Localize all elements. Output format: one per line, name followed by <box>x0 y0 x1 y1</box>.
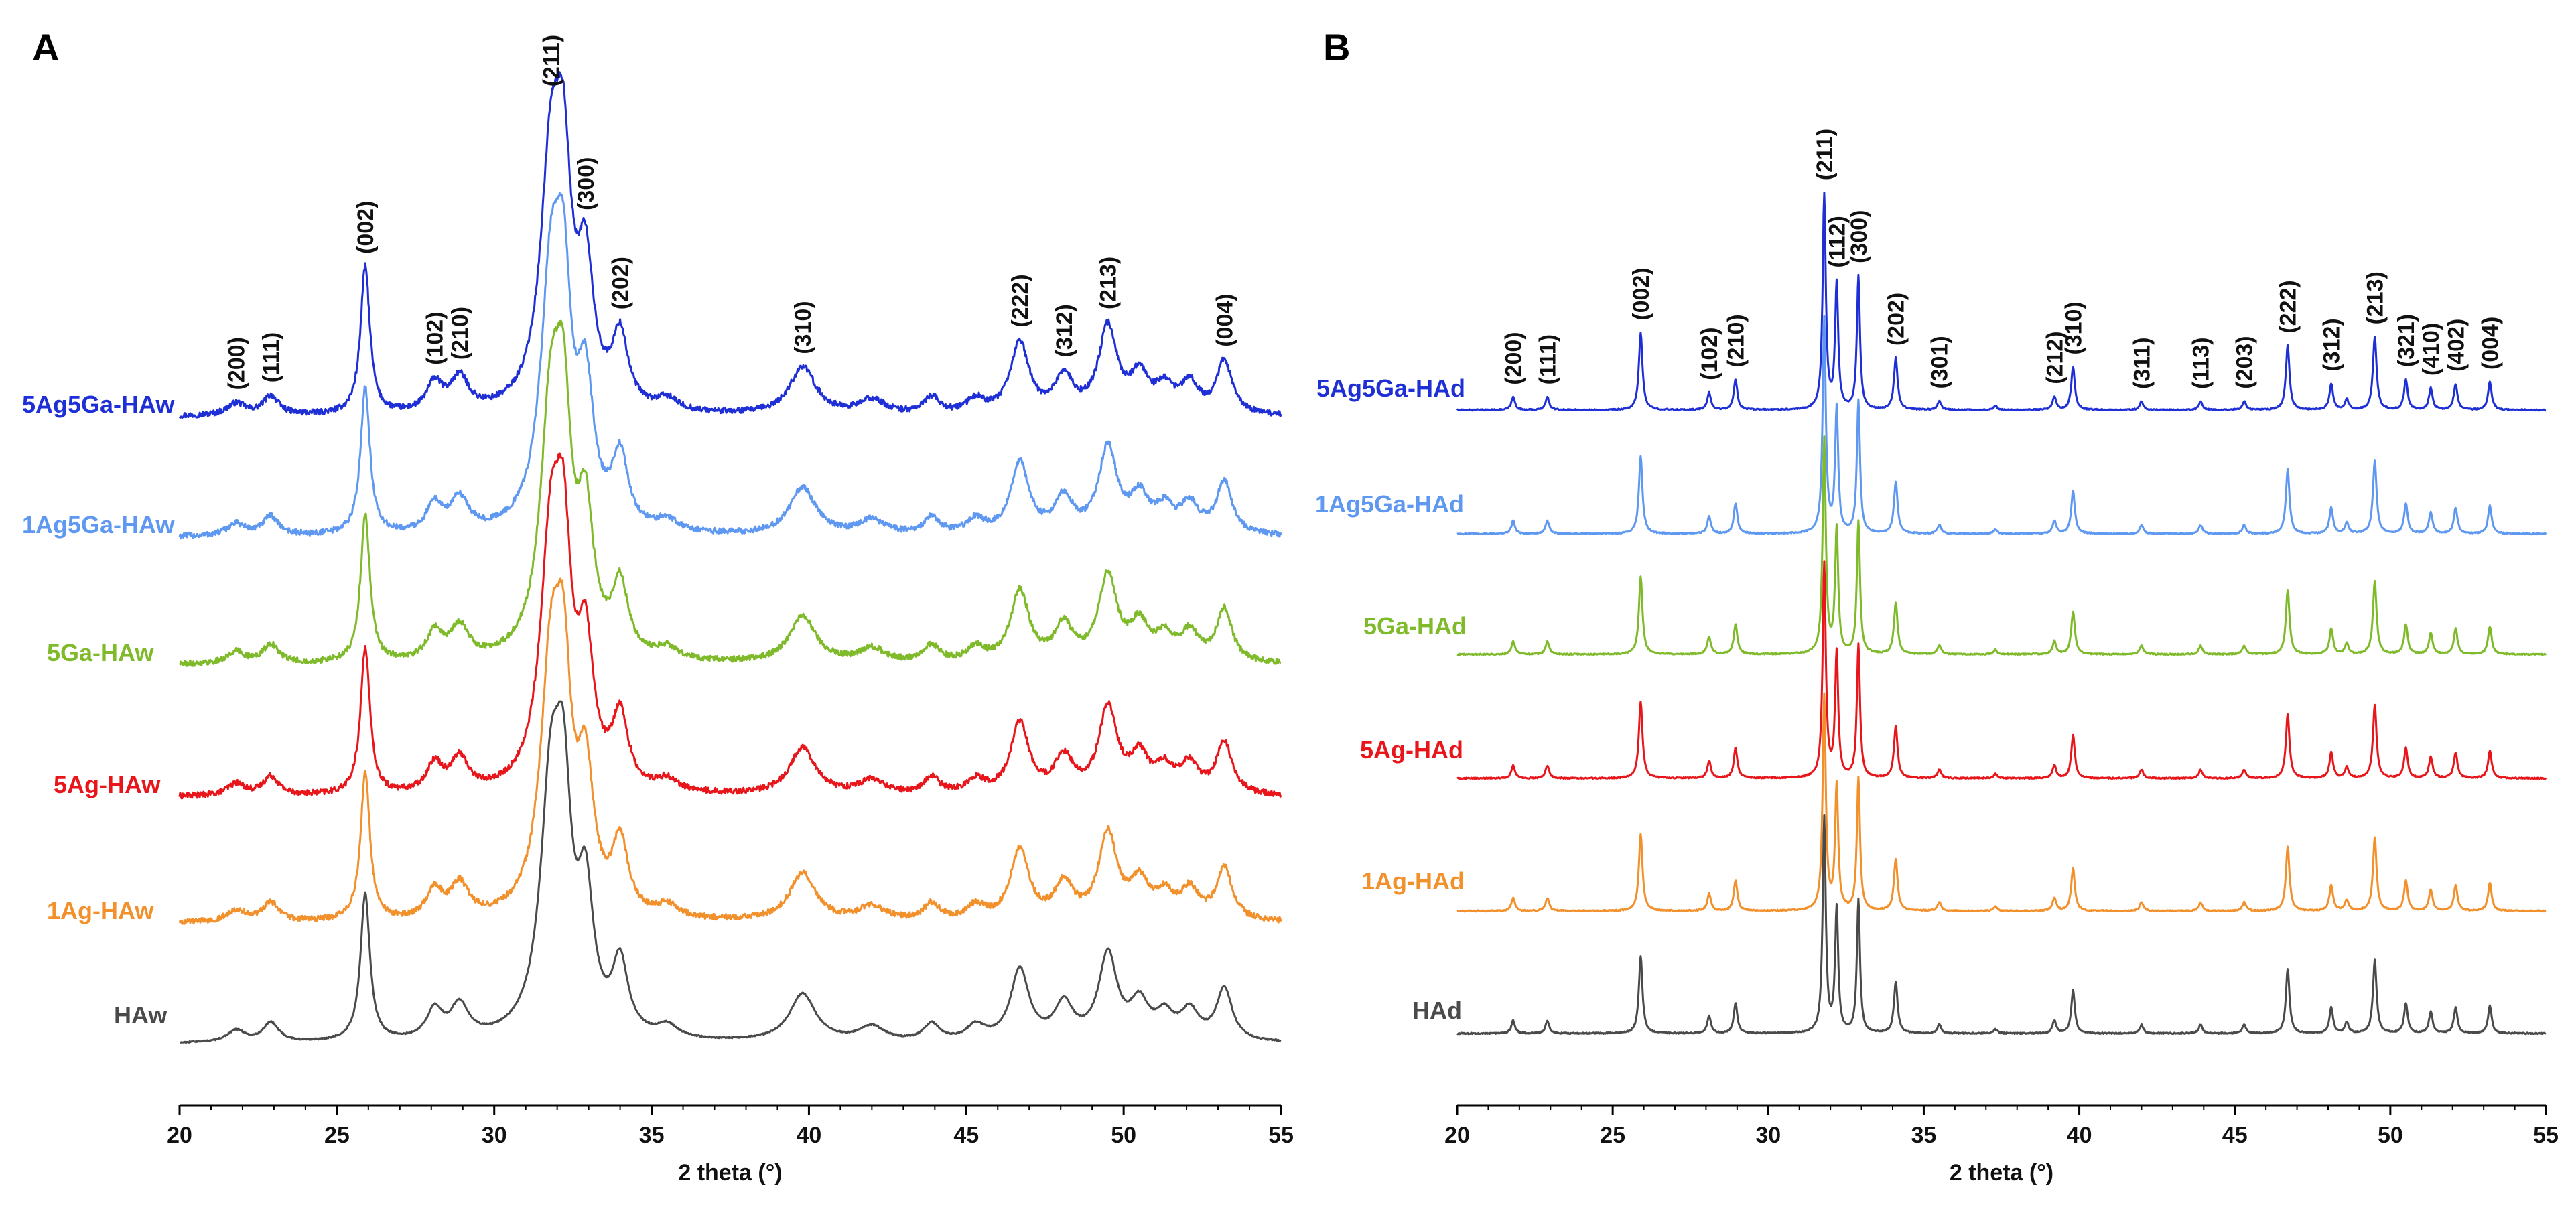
x-tick-label: 40 <box>797 1123 822 1148</box>
x-axis-label: 2 theta (°) <box>678 1160 782 1186</box>
series-line-HAw <box>179 700 1282 1044</box>
series-label: 5Ag-HAw <box>54 771 161 798</box>
panel-a: 20 25 30 35 40 45 50 55 2 theta (°) 5Ag5Ga-HAw 1Ag… <box>22 35 1294 1186</box>
panel-letter-a: A <box>32 26 59 68</box>
peak-label: (402) <box>2443 319 2469 372</box>
peak-label: (310) <box>791 301 816 354</box>
series-label: 1Ag-HAd <box>1361 867 1465 895</box>
x-tick-label: 35 <box>1911 1123 1937 1148</box>
series-label: 5Ag-HAd <box>1360 736 1463 764</box>
peak-label: (410) <box>2419 323 2444 376</box>
x-tick-label: 55 <box>2533 1123 2559 1148</box>
series-line-5Ga-HAw <box>179 319 1282 667</box>
peak-label: (321) <box>2394 314 2419 367</box>
series-line-1Ag5Ga-HAd <box>1456 315 2547 536</box>
series-label: 1Ag5Ga-HAd <box>1315 490 1464 518</box>
peak-label: (200) <box>1501 332 1527 384</box>
x-tick-label: 35 <box>639 1123 665 1148</box>
peak-label: (002) <box>1629 267 1654 320</box>
peak-label: (210) <box>1723 314 1749 367</box>
peak-label: (312) <box>1052 304 1077 357</box>
peak-label: (202) <box>1884 293 1909 346</box>
peak-label: (222) <box>1008 274 1033 327</box>
peak-label: (102) <box>1697 327 1722 380</box>
peak-label: (213) <box>1096 257 1122 309</box>
peak-label: (212) <box>2042 331 2067 384</box>
x-tick-label: 25 <box>1600 1123 1625 1148</box>
peak-label: (211) <box>539 35 564 87</box>
series-label: 1Ag-HAw <box>47 897 154 924</box>
x-tick-label: 50 <box>1111 1123 1136 1148</box>
panel-letter-b: B <box>1323 26 1350 68</box>
x-tick-label: 20 <box>1444 1123 1470 1148</box>
series-label: 5Ga-HAd <box>1363 612 1467 640</box>
peak-label: (200) <box>224 337 249 390</box>
peak-label: (300) <box>573 157 599 210</box>
series-label: 1Ag5Ga-HAw <box>22 511 175 539</box>
peak-label: (112) <box>1824 216 1850 268</box>
x-tick-label: 30 <box>1755 1123 1781 1148</box>
series-line-5Ag-HAd <box>1456 560 2547 780</box>
series-line-1Ag-HAw <box>178 577 1282 925</box>
series-line-5Ga-HAd <box>1456 435 2547 656</box>
series-label: 5Ag5Ga-HAd <box>1316 374 1465 402</box>
peak-label: (203) <box>2232 336 2258 388</box>
x-tick-label: 45 <box>953 1123 979 1148</box>
x-tick-label: 50 <box>2378 1123 2403 1148</box>
series-line-5Ag-HAw <box>178 452 1282 800</box>
peak-label: (113) <box>2189 337 2214 389</box>
peak-label: (300) <box>1846 210 1872 263</box>
peak-label: (310) <box>2061 301 2086 354</box>
peak-label: (004) <box>1213 293 1238 346</box>
x-tick-label: 25 <box>324 1123 350 1148</box>
peak-label: (311) <box>2129 337 2155 389</box>
peak-label: (312) <box>2319 318 2345 371</box>
peak-label: (111) <box>1536 334 1561 385</box>
peak-label: (222) <box>2276 280 2301 333</box>
series-label: HAd <box>1412 997 1462 1024</box>
series-line-1Ag5Ga-HAw <box>178 192 1282 540</box>
x-tick-label: 40 <box>2067 1123 2092 1148</box>
x-axis-label: 2 theta (°) <box>1950 1160 2053 1186</box>
peak-label: (002) <box>353 201 379 254</box>
series-line-1Ag-HAd <box>1456 692 2547 913</box>
peak-label: (202) <box>608 257 634 309</box>
peak-label: (213) <box>2363 271 2388 324</box>
peak-label: (102) <box>422 311 448 364</box>
x-tick-label: 45 <box>2222 1123 2248 1148</box>
series-label: HAw <box>114 1001 167 1029</box>
x-tick-label: 20 <box>167 1123 192 1148</box>
x-tick-label: 30 <box>482 1123 507 1148</box>
panel-b: 20 25 30 35 40 45 50 55 2 theta (°) 5Ag5Ga-HAd 1Ag… <box>1315 129 2559 1186</box>
series-label: 5Ag5Ga-HAw <box>22 390 175 418</box>
series-line-HAd <box>1456 814 2547 1036</box>
peak-label: (301) <box>1927 336 1953 388</box>
series-line-5Ag5Ga-HAd <box>1456 192 2547 412</box>
peak-label: (210) <box>448 307 473 360</box>
peak-label: (004) <box>2478 317 2503 370</box>
peak-label: (111) <box>259 332 284 383</box>
x-tick-label: 55 <box>1268 1123 1294 1148</box>
series-label: 5Ga-HAw <box>47 639 154 666</box>
peak-label: (211) <box>1812 129 1838 181</box>
series-line-5Ag5Ga-HAw <box>178 71 1282 419</box>
